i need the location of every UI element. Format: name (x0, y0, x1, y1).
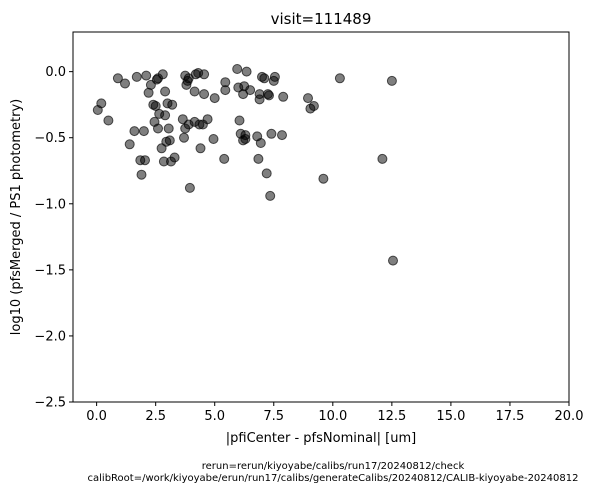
data-point-84 (278, 91, 289, 102)
data-point-82 (269, 71, 280, 82)
data-point-72 (254, 94, 265, 105)
data-point-32 (167, 99, 178, 110)
data-point-85 (303, 93, 313, 104)
y-axis-label: log10 (pfsMerged / PS1 photometry) (9, 99, 24, 336)
data-point-33 (169, 152, 180, 163)
y-tick-label-5: −2.5 (34, 396, 66, 411)
data-point-92 (388, 255, 398, 266)
x-tick-label-5: 12.5 (377, 409, 406, 424)
x-tick-label-4: 10.0 (318, 409, 347, 424)
data-point-9 (136, 169, 147, 180)
data-point-52 (202, 114, 213, 125)
x-tick-label-6: 15.0 (436, 409, 465, 424)
data-point-58 (232, 64, 243, 74)
footer-calibroot-text: calibRoot=/work/kiyoyabe/erun/run17/cali… (88, 473, 579, 484)
data-point-67 (241, 66, 252, 77)
data-point-35 (179, 132, 189, 143)
x-tick-label-1: 2.5 (145, 409, 166, 424)
data-point-53 (208, 134, 219, 144)
data-points (92, 64, 398, 266)
data-point-50 (199, 69, 210, 80)
data-point-89 (334, 73, 345, 84)
data-point-55 (219, 153, 230, 164)
data-point-12 (141, 70, 152, 81)
data-point-10 (138, 126, 149, 137)
data-point-25 (160, 86, 171, 97)
data-point-80 (266, 128, 277, 139)
data-point-76 (261, 168, 272, 179)
data-point-68 (245, 85, 256, 96)
data-point-7 (131, 71, 142, 82)
data-point-88 (318, 173, 329, 184)
x-tick-label-2: 5.0 (204, 409, 225, 424)
data-point-83 (277, 130, 287, 141)
x-axis-label: |pfiCenter - pfsNominal| [um] (226, 431, 416, 446)
footer-rerun-text: rerun=rerun/kiyoyabe/calibs/run17/202408… (202, 461, 465, 472)
data-point-11 (140, 155, 150, 166)
data-point-48 (195, 143, 206, 154)
data-point-20 (153, 123, 163, 134)
data-point-60 (234, 115, 245, 126)
data-point-70 (253, 153, 264, 164)
y-axis-ticks: 0.0 −0.5 −1.0 −1.5 −2.0 −2.5 (34, 65, 73, 411)
y-tick-label-4: −2.0 (34, 329, 66, 344)
data-point-73 (255, 138, 266, 148)
chart-title: visit=111489 (271, 10, 372, 28)
data-point-29 (163, 123, 174, 134)
data-point-91 (386, 75, 397, 86)
data-point-2 (103, 115, 114, 126)
data-point-26 (160, 110, 171, 121)
data-point-30 (164, 135, 175, 146)
data-point-87 (308, 101, 319, 111)
data-point-78 (264, 90, 274, 101)
data-point-44 (189, 86, 200, 97)
y-tick-label-1: −0.5 (34, 131, 66, 146)
data-point-79 (265, 190, 276, 201)
data-point-3 (112, 73, 123, 84)
data-point-42 (184, 182, 195, 193)
data-point-6 (129, 126, 140, 137)
data-point-57 (220, 85, 231, 96)
y-tick-label-2: −1.0 (34, 197, 66, 212)
data-point-5 (124, 139, 135, 150)
data-point-75 (259, 73, 270, 84)
y-tick-label-3: −1.5 (34, 263, 66, 278)
data-point-4 (120, 78, 130, 89)
x-axis-ticks: 0.0 2.5 5.0 7.5 10.0 12.5 15.0 17.5 20.0 (86, 402, 583, 424)
x-tick-label-7: 17.5 (495, 409, 524, 424)
data-point-54 (209, 93, 220, 104)
data-point-23 (157, 69, 168, 80)
data-point-66 (240, 134, 251, 144)
x-tick-label-3: 7.5 (263, 409, 284, 424)
data-point-51 (199, 89, 210, 100)
y-tick-label-0: 0.0 (45, 65, 66, 80)
data-point-1 (96, 98, 107, 109)
x-tick-label-8: 20.0 (555, 409, 584, 424)
data-point-90 (377, 153, 388, 164)
x-tick-label-0: 0.0 (86, 409, 107, 424)
plot-frame (72, 31, 570, 403)
